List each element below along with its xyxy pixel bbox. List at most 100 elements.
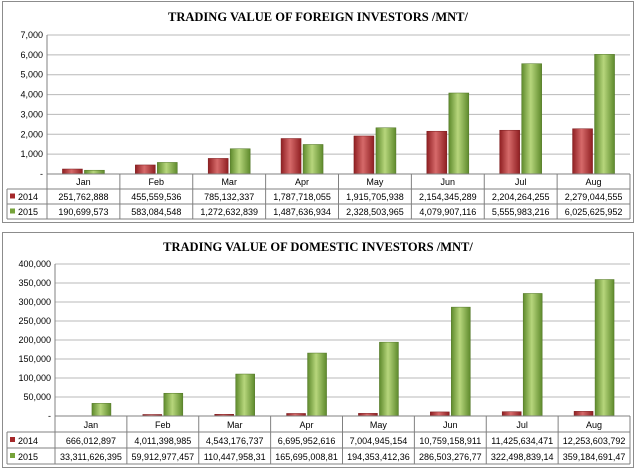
bar-2014-mar [207, 158, 229, 175]
bar-2015-feb [157, 162, 178, 175]
y-tick-label: 6,000 [20, 50, 43, 60]
x-category-label: Jul [516, 420, 528, 430]
bar-2014-apr [280, 138, 302, 175]
x-category-label: Jan [84, 420, 99, 430]
y-tick-label: 250,000 [18, 316, 51, 326]
foreign-investors-chart: - 1,000 2,000 3,000 4,000 5,000 6,000 7,000 Jan F… [6, 30, 631, 220]
data-table-cell: 583,084,548 [131, 207, 181, 217]
data-table-cell: 1,487,636,934 [273, 207, 331, 217]
chart-title: TRADING VALUE OF FOREIGN INVESTORS /MNT/ [168, 10, 468, 24]
data-table-cell: 12,253,603,792 [563, 436, 626, 446]
data-table-cell: 1,787,718,055 [273, 192, 331, 202]
bar-2014-aug [573, 411, 594, 417]
bar-2014-jan [62, 168, 83, 175]
data-table-cell: 455,559,536 [131, 192, 181, 202]
data-table-cell: 4,543,176,737 [206, 436, 264, 446]
y-tick-label: 50,000 [23, 392, 51, 402]
legend-label-2014: 2014 [18, 436, 38, 446]
bar-2015-may [379, 341, 399, 417]
data-table-cell: 6,695,952,616 [278, 436, 336, 446]
data-table-cell: 59,912,977,457 [132, 452, 195, 462]
bar-2014-may [353, 135, 375, 175]
data-table-cell: 194,353,412,36 [347, 452, 410, 462]
data-table-cell: 4,011,398,985 [134, 436, 191, 446]
y-tick-label: - [48, 411, 51, 421]
y-tick-label: 2,000 [20, 129, 43, 139]
bar-2015-apr [307, 352, 327, 417]
data-table-cell: 10,759,158,911 [419, 436, 481, 446]
legend-label-2014: 2014 [18, 192, 38, 202]
y-tick-label: 200,000 [18, 335, 51, 345]
bar-2015-aug [594, 279, 615, 417]
x-category-label: May [366, 177, 384, 187]
data-table-cell: 190,699,573 [58, 207, 108, 217]
bar-2014-jun [430, 411, 450, 417]
data-table-cell: 2,328,503,965 [346, 207, 404, 217]
x-category-label: Aug [586, 177, 602, 187]
y-tick-label: 7,000 [20, 30, 43, 40]
y-tick-label: 300,000 [18, 297, 51, 307]
bar-2015-mar [229, 148, 251, 175]
bar-2015-jan [91, 403, 112, 417]
bar-2015-jul [521, 63, 542, 175]
legend-label-2015: 2015 [18, 452, 38, 462]
x-category-label: Jun [443, 420, 458, 430]
data-table-cell: 2,154,345,289 [419, 192, 477, 202]
data-table-cell: 11,425,634,471 [491, 436, 553, 446]
data-table-cell: 6,025,625,952 [565, 207, 623, 217]
y-tick-label: 350,000 [18, 278, 51, 288]
bar-2015-mar [235, 373, 255, 417]
data-table-cell: 2,204,264,255 [492, 192, 550, 202]
domestic-investors-chart: - 50,000 100,000 150,000 200,000 250,000 300,0… [6, 259, 631, 465]
data-table-cell: 1,272,632,839 [200, 207, 258, 217]
bar-2015-may [375, 127, 397, 175]
bar-2014-jun [426, 130, 448, 175]
chart-title: TRADING VALUE OF DOMESTIC INVESTORS /MNT… [163, 240, 473, 254]
bar-2014-aug [572, 128, 593, 175]
data-table-cell: 7,004,945,154 [350, 436, 408, 446]
x-category-label: Apr [300, 420, 314, 430]
data-table-cell: 286,503,276,77 [419, 452, 482, 462]
x-category-label: Apr [295, 177, 309, 187]
data-table-cell: 110,447,958,31 [204, 452, 266, 462]
x-category-label: Jan [76, 177, 91, 187]
data-table-cell: 359,184,691,47 [563, 452, 626, 462]
x-category-label: Mar [227, 420, 243, 430]
legend-key-2015 [10, 453, 15, 458]
data-table-cell: 5,555,983,216 [492, 207, 550, 217]
legend-key-2015 [10, 208, 15, 214]
data-table-cell: 1,915,705,938 [346, 192, 404, 202]
legend-label-2015: 2015 [18, 207, 38, 217]
y-tick-label: 5,000 [20, 70, 43, 80]
x-category-label: Feb [155, 420, 171, 430]
data-table-cell: 251,762,888 [58, 192, 108, 202]
x-category-label: May [370, 420, 388, 430]
legend-key-2014 [10, 193, 15, 199]
y-tick-label: 400,000 [18, 259, 51, 269]
domestic-investors-chart-panel: TRADING VALUE OF DOMESTIC INVESTORS /MNT… [2, 232, 634, 468]
data-table-cell: 4,079,907,116 [419, 207, 476, 217]
bar-2014-feb [135, 164, 156, 175]
x-category-label: Mar [221, 177, 237, 187]
data-table-cell: 666,012,897 [66, 436, 116, 446]
data-table-cell: 785,132,337 [204, 192, 254, 202]
bar-2014-jul [501, 411, 522, 417]
bar-2015-feb [163, 392, 184, 417]
y-tick-label: 3,000 [20, 109, 43, 119]
x-category-label: Jun [441, 177, 456, 187]
data-table-cell: 322,498,839,14 [491, 452, 554, 462]
y-tick-label: - [40, 169, 43, 179]
bar-2015-jun [448, 92, 470, 175]
bar-2014-jul [499, 129, 520, 175]
y-tick-label: 1,000 [20, 149, 43, 159]
data-table-cell: 33,311,626,395 [60, 452, 122, 462]
data-table-cell: 165,695,008,81 [275, 452, 338, 462]
bar-2015-jun [451, 306, 471, 417]
bar-2015-jan [84, 169, 105, 175]
bar-2015-jul [522, 293, 543, 417]
x-category-label: Aug [586, 420, 602, 430]
x-category-label: Jul [515, 177, 527, 187]
bar-2015-apr [302, 144, 324, 175]
x-category-label: Feb [149, 177, 165, 187]
y-tick-label: 100,000 [18, 373, 51, 383]
